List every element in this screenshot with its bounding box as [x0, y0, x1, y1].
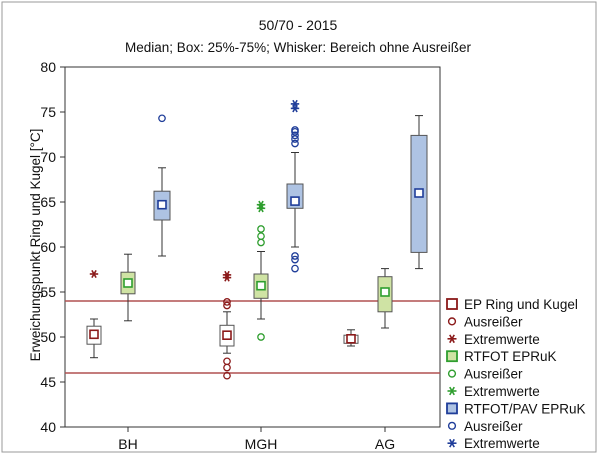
median-marker	[222, 330, 232, 341]
legend-label: Extremwerte	[464, 436, 540, 451]
y-tick-label: 50	[40, 329, 56, 345]
legend-label: Ausreißer	[464, 419, 523, 434]
y-tick-label: 75	[40, 104, 56, 120]
x-tick-label: MGH	[245, 436, 278, 452]
legend-box-marker	[446, 402, 458, 415]
extreme-point	[256, 200, 266, 209]
legend-label: Extremwerte	[464, 332, 540, 347]
outlier-point	[223, 371, 231, 380]
legend-label: Ausreißer	[464, 367, 523, 382]
legend-box-marker	[446, 298, 458, 310]
median-marker	[414, 188, 424, 198]
y-tick-label: 65	[40, 194, 56, 210]
median-marker	[89, 329, 99, 340]
legend-label: Ausreißer	[464, 314, 523, 329]
legend-label: Extremwerte	[464, 384, 540, 399]
outlier-point	[257, 225, 265, 233]
outlier-point	[257, 333, 265, 341]
outlier-point	[223, 298, 231, 306]
legend-label: RTFOT/PAV EPRuK	[464, 401, 586, 416]
legend-outlier-marker	[447, 369, 457, 378]
outlier-point	[291, 131, 299, 140]
y-tick-label: 60	[40, 239, 56, 255]
y-tick-label: 70	[40, 149, 56, 165]
legend-extreme-marker	[447, 438, 457, 448]
outlier-point	[291, 255, 299, 264]
median-marker	[256, 280, 266, 291]
legend-extreme-marker	[447, 386, 457, 396]
x-tick-label: BH	[118, 436, 137, 452]
median-marker	[290, 196, 300, 206]
outlier-point	[257, 232, 265, 241]
plot-area: 40 45 50 55 60 65 70 75 80 BH MGH AG	[40, 59, 441, 452]
outlier-point	[223, 363, 231, 372]
median-marker	[123, 278, 133, 288]
y-tick-label: 80	[40, 59, 56, 75]
outlier-point	[291, 126, 299, 134]
chart-title: 50/70 - 2015	[259, 17, 338, 33]
legend-label: RTFOT EPRuK	[464, 349, 557, 364]
legend-outlier-marker	[447, 421, 457, 430]
outlier-point	[291, 139, 299, 148]
chart-subtitle: Median; Box: 25%-75%; Whisker: Bereich o…	[125, 40, 471, 55]
median-marker	[346, 333, 356, 344]
legend-label: EP Ring und Kugel	[464, 297, 578, 312]
outlier-point	[291, 135, 299, 143]
extreme-point	[222, 270, 232, 279]
outlier-point	[291, 252, 299, 260]
legend-outlier-marker	[447, 317, 457, 326]
x-tick-label: AG	[375, 436, 395, 452]
median-marker	[380, 287, 390, 297]
y-tick-label: 40	[40, 419, 56, 435]
y-tick-label: 55	[40, 284, 56, 300]
outlier-point	[158, 114, 166, 123]
legend-extreme-marker	[447, 334, 457, 344]
legend: EP Ring und Kugel Ausreißer Extremwerte RTF…	[446, 297, 586, 451]
median-marker	[157, 199, 167, 210]
outlier-point	[223, 301, 231, 310]
y-tick-label: 45	[40, 374, 56, 390]
legend-box-marker	[446, 350, 458, 363]
outlier-point	[291, 264, 299, 273]
y-axis-label: Erweichungspunkt Ring und Kugel [°C]	[28, 129, 43, 362]
extreme-point	[89, 269, 99, 279]
extreme-point	[290, 99, 300, 108]
